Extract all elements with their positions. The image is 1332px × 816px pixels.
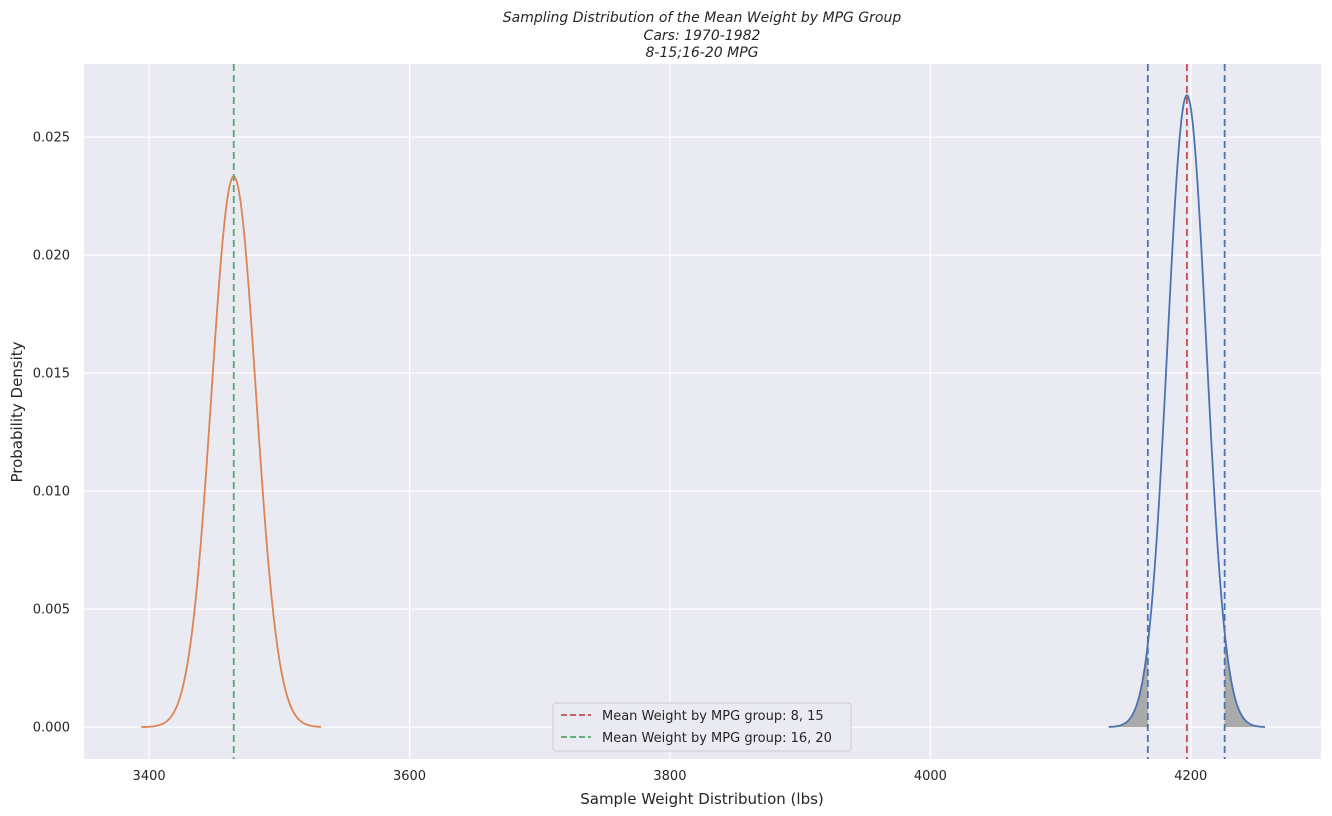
x-axis-label: Sample Weight Distribution (lbs)	[580, 790, 824, 808]
y-axis-label: Probability Density	[8, 341, 26, 482]
ticks: 3400 3600 3800 4000 4200 0.000 0.005 0.010 0.015…	[33, 131, 1208, 784]
y-tick-label: 0.025	[33, 131, 70, 146]
density-curve-2	[1108, 94, 1266, 728]
y-tick-label: 0.000	[33, 721, 70, 736]
legend: Mean Weight by MPG group: 8, 15 Mean Wei…	[552, 702, 852, 752]
x-tick-label: 3600	[393, 769, 426, 784]
y-tick-label: 0.010	[33, 485, 70, 500]
curves	[141, 94, 1266, 728]
x-tick-label: 4000	[914, 769, 947, 784]
chart-title-line-1: Sampling Distribution of the Mean Weight…	[503, 10, 902, 26]
density-curve-1	[141, 175, 322, 728]
vertical-lines	[232, 64, 1226, 759]
left-tail-shade	[1108, 643, 1148, 728]
legend-label-16-20: Mean Weight by MPG group: 16, 20	[602, 731, 832, 746]
y-tick-label: 0.005	[33, 603, 70, 618]
x-tick-label: 3400	[133, 769, 166, 784]
legend-label-8-15: Mean Weight by MPG group: 8, 15	[602, 709, 824, 724]
y-tick-label: 0.015	[33, 367, 70, 382]
chart-title-line-3: 8-15;16-20 MPG	[646, 45, 759, 61]
right-tail-shade	[1224, 632, 1266, 728]
plot-background	[84, 64, 1321, 759]
chart-title-line-2: Cars: 1970-1982	[644, 28, 761, 44]
x-tick-label: 3800	[653, 769, 686, 784]
x-tick-label: 4200	[1174, 769, 1207, 784]
shaded-tail-areas	[1108, 632, 1266, 728]
legend-box	[552, 702, 852, 752]
y-tick-label: 0.020	[33, 249, 70, 264]
